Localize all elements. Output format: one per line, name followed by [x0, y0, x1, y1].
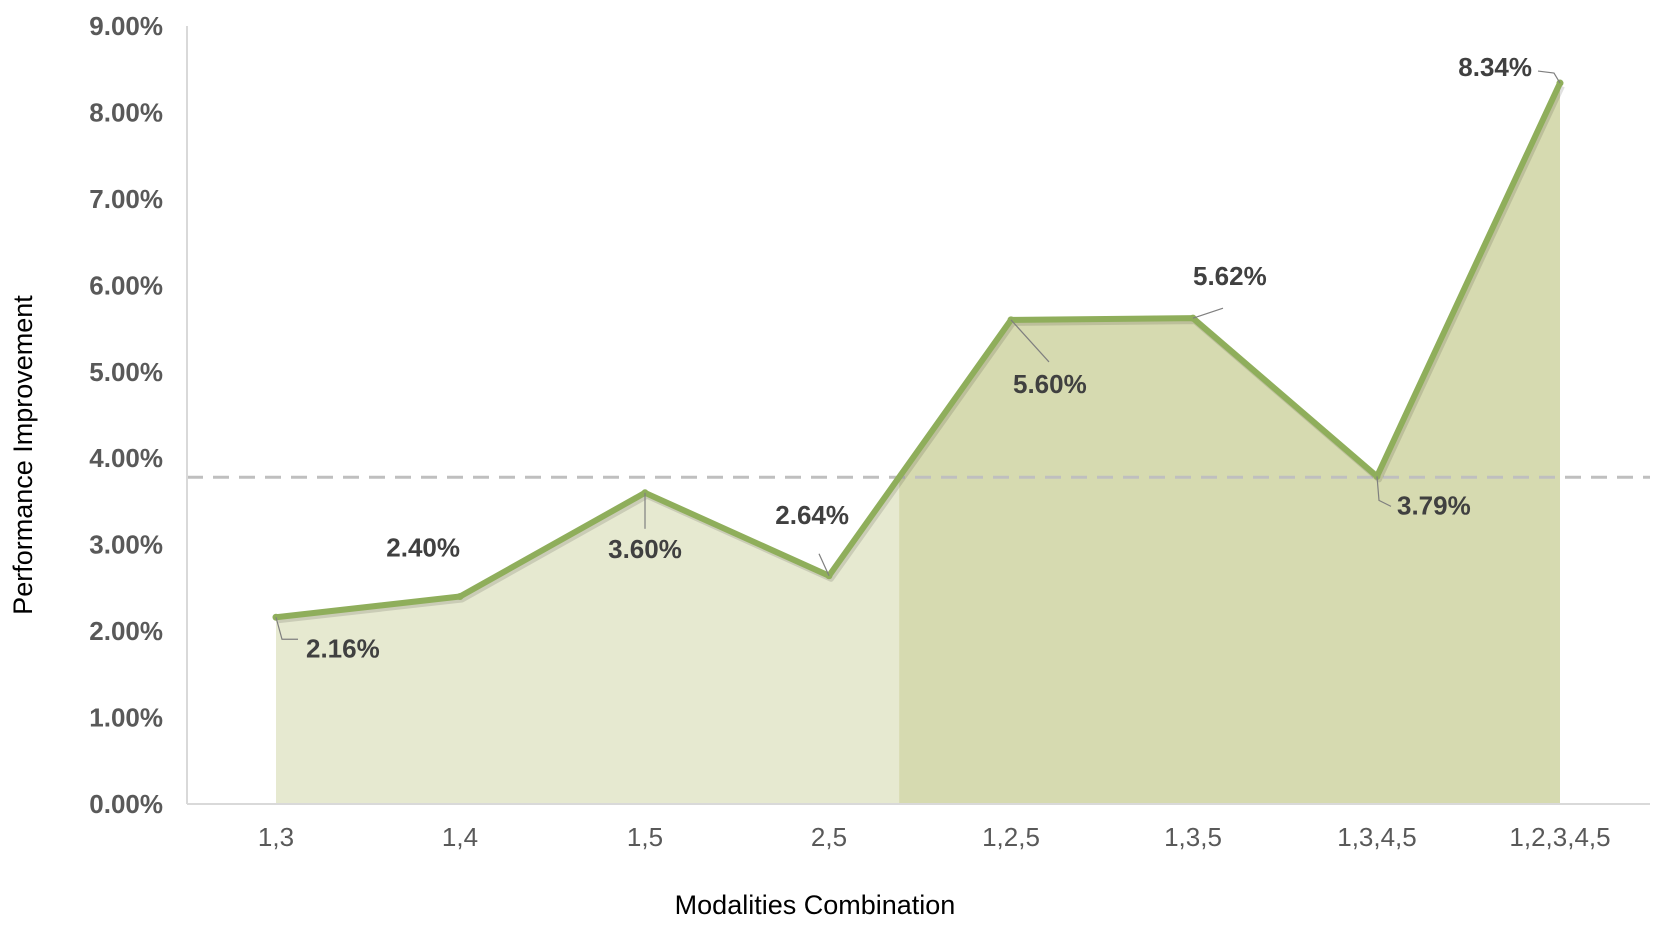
y-tick-label: 1.00% [89, 703, 163, 733]
x-tick-labels: 1,3 1,4 1,5 2,5 1,2,5 1,3,5 1,3,4,5 1,2,3,4,5 [258, 822, 1611, 852]
x-tick-label: 1,3,4,5 [1337, 822, 1417, 852]
y-tick-labels: 0.00% 1.00% 2.00% 3.00% 4.00% 5.00% 6.00% 7.00%… [89, 11, 163, 819]
y-tick-label: 9.00% [89, 11, 163, 41]
label-leader-line [1192, 307, 1224, 319]
data-label: 3.60% [608, 534, 682, 564]
data-label: 2.64% [775, 500, 849, 530]
label-leader-line [1010, 319, 1050, 363]
x-tick-label: 2,5 [811, 822, 847, 852]
area-fill-dark [899, 83, 1560, 804]
data-point [456, 593, 464, 601]
data-label: 2.40% [386, 533, 460, 563]
data-labels-group: 2.16% 2.40% 3.60% 2.64% 5.60% 5.62% 3.79% 8.34% [275, 52, 1561, 663]
axes-group [186, 26, 1650, 805]
y-tick-label: 4.00% [89, 443, 163, 473]
label-leader-line [1376, 476, 1392, 507]
y-tick-label: 6.00% [89, 270, 163, 300]
y-tick-label: 8.00% [89, 97, 163, 127]
x-tick-label: 1,3,5 [1164, 822, 1222, 852]
x-tick-label: 1,4 [442, 822, 478, 852]
series-line [275, 81, 1563, 621]
area-fill-light [276, 477, 900, 804]
y-axis-title: Performance Improvement [8, 295, 38, 615]
y-tick-label: 5.00% [89, 357, 163, 387]
x-tick-label: 1,2,3,4,5 [1509, 822, 1610, 852]
label-leader-line [275, 617, 298, 640]
area-fill-group [276, 83, 1560, 804]
data-label: 5.60% [1013, 369, 1087, 399]
label-leader-line [818, 553, 830, 577]
label-leader-line [1537, 70, 1561, 84]
data-label: 5.62% [1193, 261, 1267, 291]
x-axis-title: Modalities Combination [675, 890, 956, 920]
y-tick-label: 3.00% [89, 530, 163, 560]
y-tick-label: 2.00% [89, 616, 163, 646]
x-tick-label: 1,3 [258, 822, 294, 852]
y-tick-label: 7.00% [89, 184, 163, 214]
data-label: 8.34% [1458, 52, 1532, 82]
x-tick-label: 1,5 [627, 822, 663, 852]
data-label: 3.79% [1397, 490, 1471, 520]
y-tick-label: 0.00% [89, 789, 163, 819]
x-tick-label: 1,2,5 [982, 822, 1040, 852]
data-label: 2.16% [306, 633, 380, 663]
